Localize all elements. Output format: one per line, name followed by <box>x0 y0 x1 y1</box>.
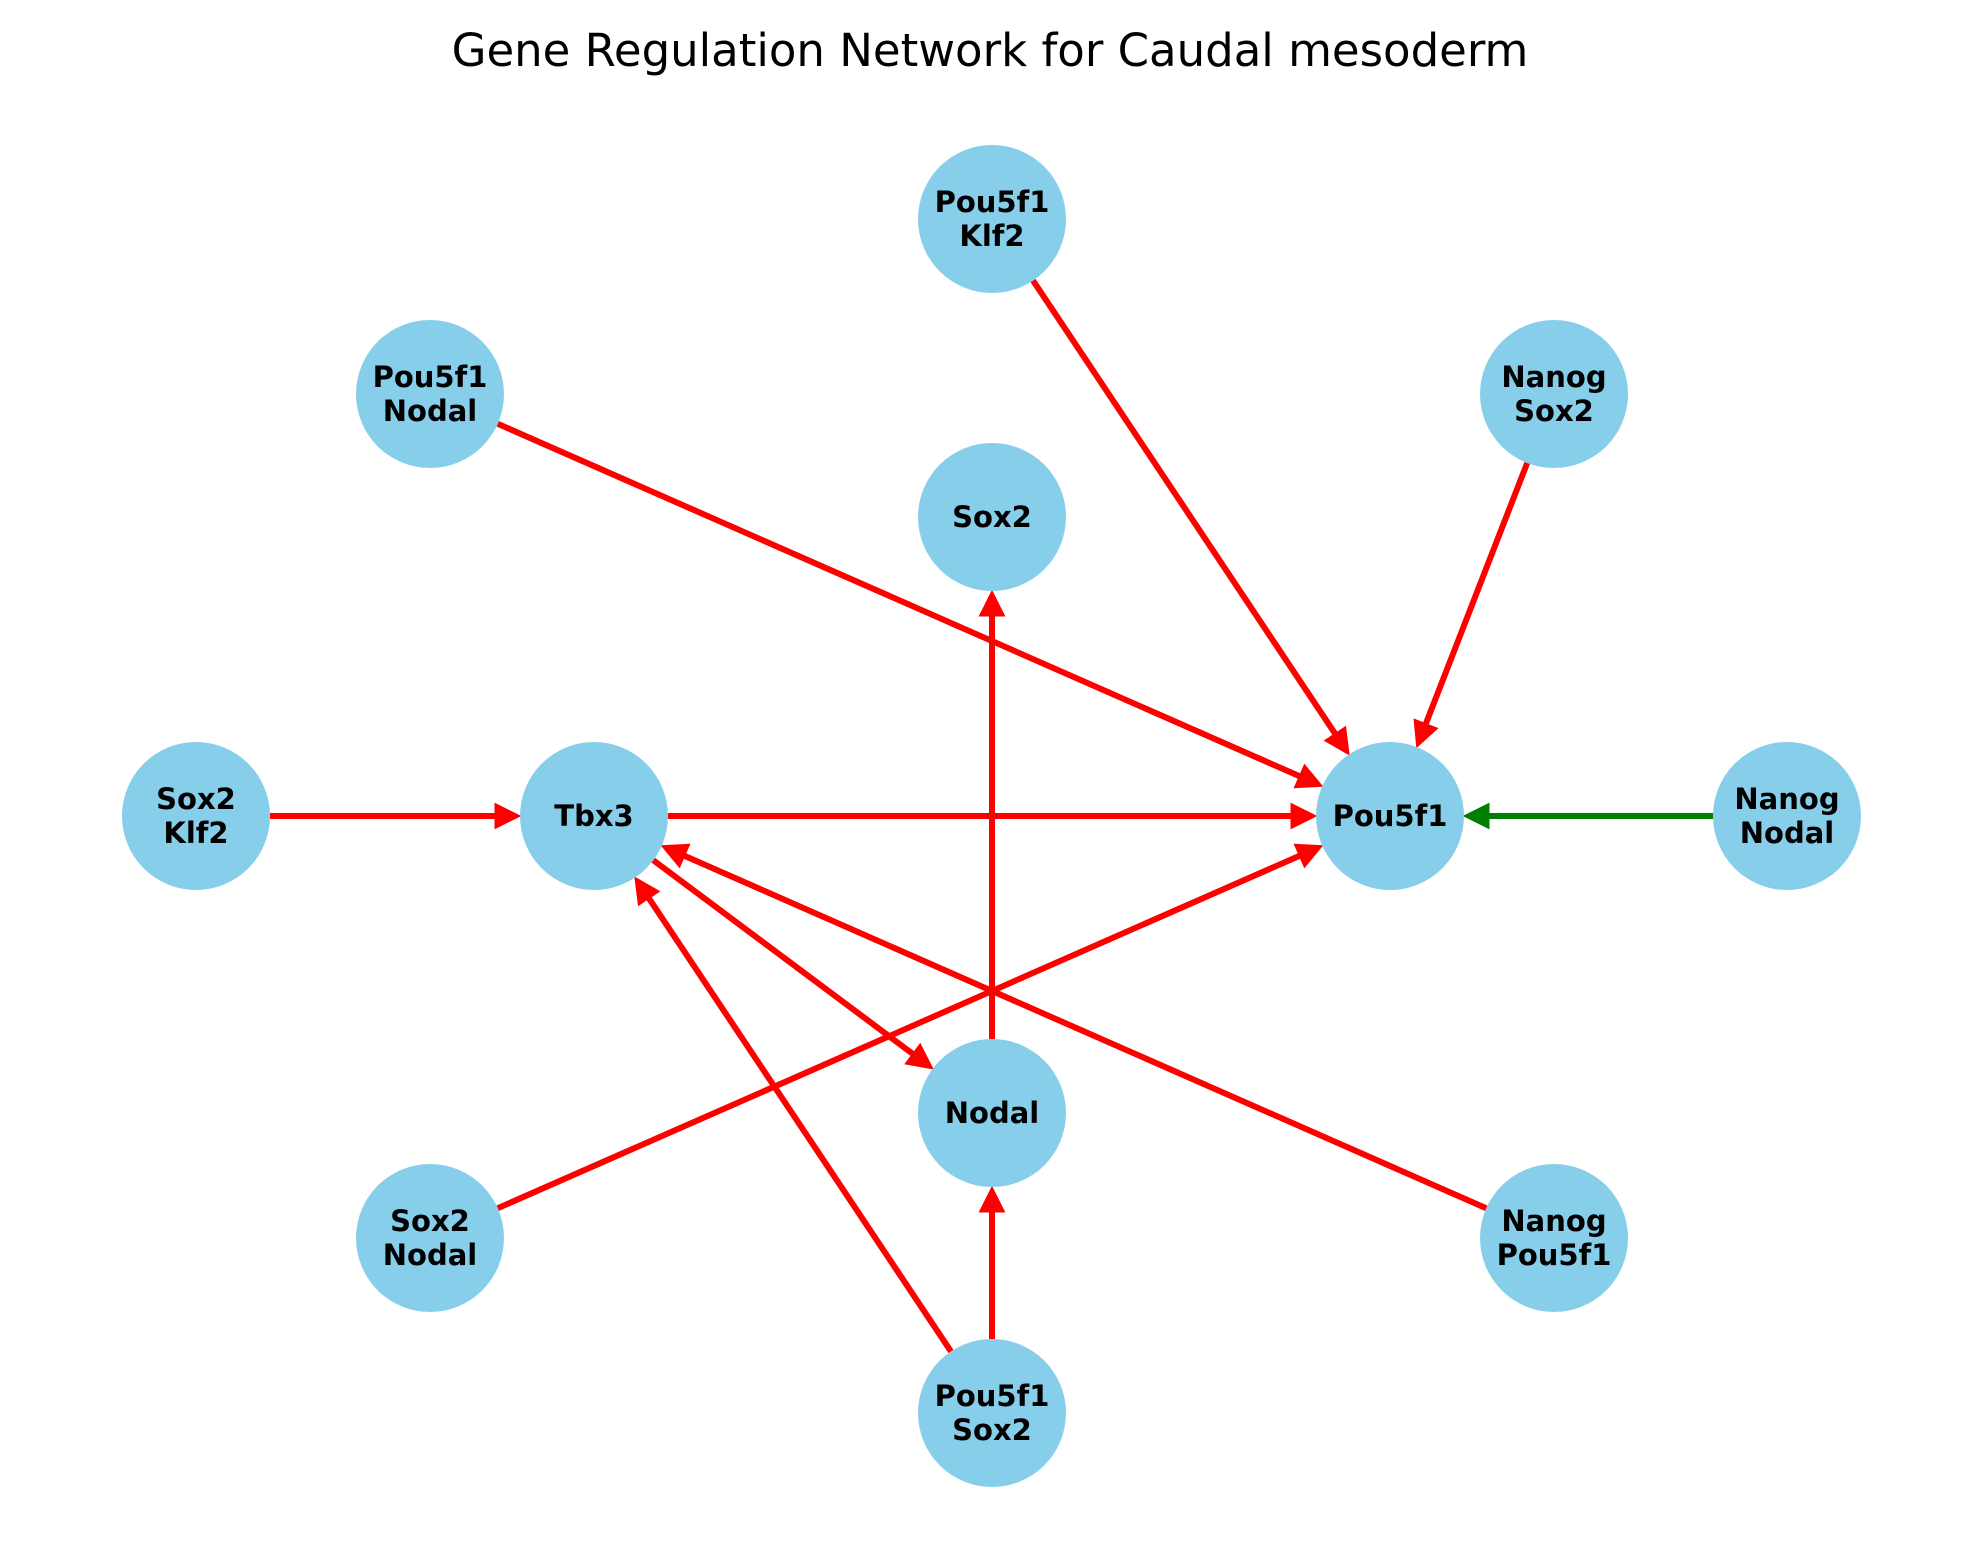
node-label-line: Nanog <box>1734 782 1839 816</box>
node-circle <box>918 1039 1066 1187</box>
node-label-line: Nodal <box>1740 816 1834 850</box>
node-tbx3[interactable]: Tbx3 <box>520 742 668 890</box>
edge-arrowhead <box>904 1042 934 1070</box>
node-label-line: Pou5f1 <box>935 1379 1050 1413</box>
node-label-line: Klf2 <box>959 219 1024 253</box>
node-circle <box>918 1339 1066 1487</box>
node-label-line: Pou5f1 <box>935 185 1050 219</box>
edge-tbx3-to-pou5f1 <box>668 802 1318 830</box>
edge-arrowhead <box>1323 725 1350 756</box>
node-sox2[interactable]: Sox2 <box>918 443 1066 591</box>
node-circle <box>1713 742 1861 890</box>
edge-arrowhead <box>1290 802 1318 830</box>
edge-line <box>496 851 1306 1211</box>
edge-pou5f1_nodal-to-pou5f1 <box>496 421 1324 789</box>
edge-pou5f1_klf2-to-pou5f1 <box>1030 278 1350 756</box>
node-label-line: Klf2 <box>163 816 228 850</box>
edge-arrowhead <box>494 802 522 830</box>
node-label-line: Nodal <box>383 394 477 428</box>
node-label-line: Pou5f1 <box>1333 799 1448 833</box>
edge-arrowhead <box>634 876 661 907</box>
edge-line <box>496 421 1306 781</box>
node-circle <box>918 443 1066 591</box>
node-nodal[interactable]: Nodal <box>918 1039 1066 1187</box>
edge-pou5f1_sox2-to-nodal <box>978 1185 1006 1339</box>
edge-arrowhead <box>1413 718 1439 749</box>
node-label-line: Pou5f1 <box>373 360 488 394</box>
edge-arrowhead <box>1293 763 1324 789</box>
node-circle <box>918 145 1066 293</box>
node-label-line: Sox2 <box>390 1204 470 1238</box>
edge-line <box>1030 278 1341 740</box>
edge-pou5f1_sox2-to-tbx3 <box>634 876 954 1354</box>
edge-sox2_nodal-to-pou5f1 <box>496 843 1324 1211</box>
edge-nanog_nodal-to-pou5f1 <box>1462 802 1713 830</box>
node-circle <box>122 742 270 890</box>
node-circle <box>1316 742 1464 890</box>
edge-nanog_sox2-to-pou5f1 <box>1413 461 1530 749</box>
figure-title: Gene Regulation Network for Caudal mesod… <box>452 24 1529 77</box>
edge-nanog_pou5f1-to-tbx3 <box>660 843 1488 1211</box>
edge-sox2_klf2-to-tbx3 <box>270 802 522 830</box>
edge-arrowhead <box>1462 802 1490 830</box>
node-label-line: Sox2 <box>952 500 1032 534</box>
node-label-line: Nodal <box>945 1096 1039 1130</box>
edge-line <box>1421 461 1530 730</box>
edge-line <box>651 857 919 1060</box>
edge-arrowhead <box>1293 843 1324 869</box>
node-circle <box>1480 320 1628 468</box>
edge-nodal-to-sox2 <box>978 589 1006 1039</box>
edge-line <box>678 851 1488 1211</box>
node-circle <box>356 1164 504 1312</box>
edge-tbx3-to-nodal <box>651 857 934 1070</box>
node-circle <box>1480 1164 1628 1312</box>
node-label-line: Pou5f1 <box>1497 1238 1612 1272</box>
node-label-line: Nodal <box>383 1238 477 1272</box>
node-label-line: Nanog <box>1501 360 1606 394</box>
nodes-layer: Pou5f1Klf2Pou5f1NodalNanogSox2Sox2Sox2Kl… <box>122 145 1861 1487</box>
node-label-line: Tbx3 <box>554 799 633 833</box>
edge-arrowhead <box>978 1185 1006 1213</box>
node-pou5f1[interactable]: Pou5f1 <box>1316 742 1464 890</box>
node-label-line: Sox2 <box>156 782 236 816</box>
edges-layer <box>270 278 1713 1354</box>
node-circle <box>356 320 504 468</box>
node-label-line: Sox2 <box>1514 394 1594 428</box>
edge-line <box>643 892 954 1354</box>
node-label-line: Nanog <box>1501 1204 1606 1238</box>
node-label-line: Sox2 <box>952 1413 1032 1447</box>
edge-arrowhead <box>978 589 1006 617</box>
edge-arrowhead <box>660 843 691 869</box>
node-circle <box>520 742 668 890</box>
